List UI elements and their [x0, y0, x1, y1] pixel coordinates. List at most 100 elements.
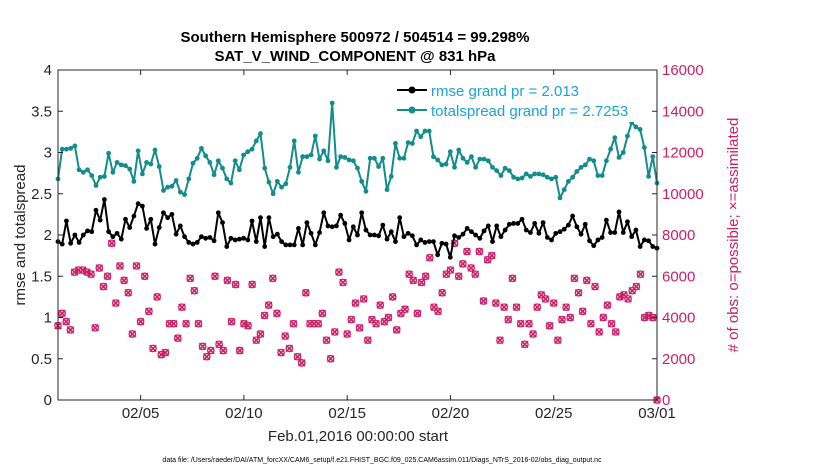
- totalspread-point: [287, 164, 293, 170]
- rmse-point: [460, 231, 466, 237]
- obs-assimilated-marker: [87, 270, 95, 278]
- obs-possible-marker: [434, 307, 442, 316]
- obs-possible-marker: [107, 239, 116, 248]
- obs-point: [314, 319, 323, 328]
- totalspread-point: [485, 158, 491, 164]
- totalspread-point: [490, 164, 495, 170]
- obs-possible-marker: [132, 262, 141, 270]
- obs-point: [198, 342, 207, 351]
- obs-point: [322, 336, 331, 345]
- rmse-point: [633, 227, 639, 233]
- rmse-point: [182, 234, 187, 240]
- obs-possible-marker: [202, 352, 211, 361]
- obs-assimilated-marker: [66, 326, 75, 334]
- obs-assimilated-marker: [248, 280, 256, 289]
- totalspread-point: [540, 172, 546, 178]
- obs-point: [227, 317, 236, 326]
- obs-assimilated-marker: [103, 272, 112, 281]
- totalspread-point: [561, 187, 567, 193]
- rmse-point: [367, 232, 373, 238]
- obs-assimilated-marker: [124, 288, 132, 297]
- obs-assimilated-marker: [169, 319, 178, 328]
- obs-assimilated-marker: [525, 319, 533, 328]
- obs-assimilated-marker: [157, 350, 166, 359]
- obs-assimilated-marker: [587, 319, 595, 328]
- rmse-point: [236, 236, 242, 242]
- obs-possible-marker: [549, 299, 558, 307]
- obs-possible-marker: [591, 282, 599, 291]
- totalspread-point: [574, 169, 580, 174]
- totalspread-point: [376, 164, 381, 169]
- obs-point: [417, 278, 426, 287]
- obs-assimilated-marker: [244, 321, 252, 330]
- rmse-point: [646, 238, 651, 244]
- obs-point: [492, 299, 500, 307]
- obs-possible-marker: [545, 321, 554, 330]
- obs-point: [508, 274, 517, 283]
- totalspread-point: [135, 148, 141, 154]
- x-tick-label: 03/01: [638, 405, 676, 422]
- obs-assimilated-marker: [269, 274, 277, 283]
- obs-assimilated-marker: [70, 268, 79, 276]
- rmse-point: [553, 230, 559, 236]
- obs-possible-marker: [95, 264, 104, 272]
- obs-assimilated-marker: [417, 278, 426, 287]
- rmse-point: [376, 233, 381, 239]
- legend-box: [393, 78, 649, 122]
- obs-assimilated-marker: [574, 288, 583, 297]
- x-tick-label: 02/10: [225, 405, 263, 422]
- obs-possible-marker: [285, 344, 294, 353]
- totalspread-point: [511, 174, 516, 180]
- left-tick-label: 0.5: [31, 351, 52, 368]
- totalspread-point: [456, 147, 462, 153]
- totalspread-point: [544, 174, 550, 180]
- obs-assimilated-marker: [297, 359, 306, 367]
- obs-point: [107, 239, 116, 248]
- rmse-point: [59, 241, 65, 247]
- rmse-point: [161, 210, 166, 216]
- rmse-point: [431, 239, 436, 245]
- totalspread-point: [481, 156, 487, 162]
- obs-point: [273, 309, 281, 318]
- totalspread-point: [228, 180, 234, 186]
- rmse-point: [414, 242, 419, 248]
- obs-possible-marker: [479, 297, 488, 305]
- obs-possible-marker: [380, 317, 389, 326]
- obs-possible-marker: [587, 319, 595, 328]
- rmse-point: [283, 242, 289, 248]
- totalspread-point: [591, 158, 597, 164]
- obs-possible-marker: [401, 305, 409, 314]
- obs-point: [252, 336, 261, 345]
- obs-assimilated-marker: [79, 266, 87, 274]
- obs-possible-marker: [78, 266, 87, 274]
- totalspread-point: [68, 145, 74, 151]
- obs-assimilated-marker: [149, 344, 157, 353]
- totalspread-point: [397, 155, 403, 161]
- obs-possible-marker: [215, 340, 223, 349]
- obs-possible-marker: [438, 288, 447, 297]
- obs-possible-marker: [351, 299, 360, 307]
- obs-assimilated-marker: [607, 319, 616, 328]
- totalspread-point: [431, 154, 436, 160]
- obs-assimilated-marker: [471, 270, 479, 278]
- totalspread-point: [422, 128, 428, 134]
- totalspread-point: [258, 131, 263, 136]
- left-axis-label: rmse and totalspread: [12, 165, 29, 306]
- obs-point: [140, 272, 149, 281]
- obs-point: [256, 330, 265, 338]
- obs-series: [54, 239, 661, 404]
- rmse-point: [380, 222, 386, 228]
- obs-possible-marker: [405, 270, 413, 279]
- totalspread-point: [637, 126, 643, 132]
- obs-point: [558, 315, 566, 324]
- rmse-point: [68, 240, 74, 246]
- rmse-point: [452, 233, 457, 239]
- totalspread-point: [570, 174, 576, 180]
- rmse-point: [152, 241, 158, 247]
- rmse-point: [481, 228, 487, 234]
- rmse-point: [308, 230, 314, 236]
- rmse-point: [80, 232, 86, 238]
- totalspread-point: [182, 192, 187, 197]
- rmse-point: [190, 241, 196, 247]
- totalspread-point: [553, 174, 559, 180]
